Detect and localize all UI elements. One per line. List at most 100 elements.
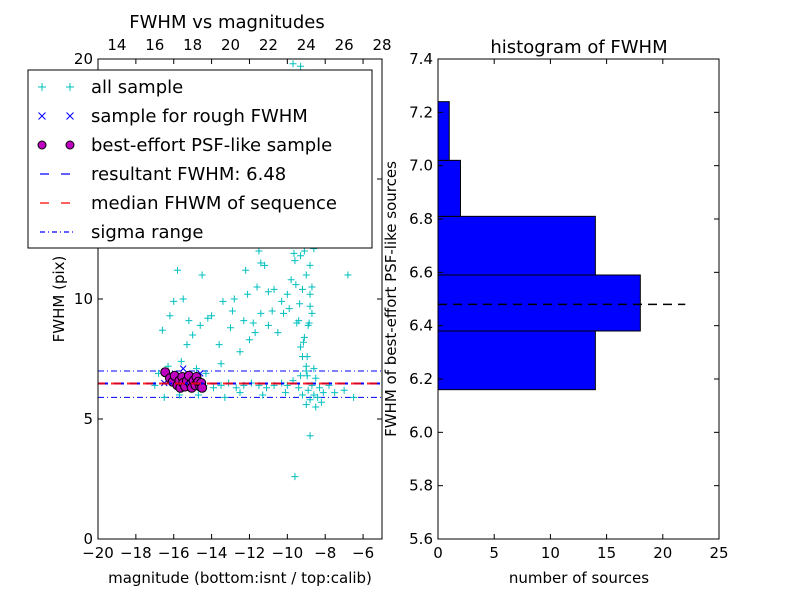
right-y-tick-label: 7.0 bbox=[409, 157, 433, 175]
all-sample-point bbox=[293, 319, 301, 327]
right-y-tick-label: 6.6 bbox=[409, 263, 433, 281]
all-sample-point bbox=[257, 309, 265, 317]
all-sample-point bbox=[285, 305, 293, 313]
all-sample-point bbox=[350, 393, 358, 401]
all-sample-point bbox=[312, 403, 320, 411]
all-sample-point bbox=[264, 321, 272, 329]
all-sample-point bbox=[296, 300, 304, 308]
right-x-tick-label: 5 bbox=[489, 544, 499, 562]
right-y-tick-label: 6.0 bbox=[409, 423, 433, 441]
right-x-axis-label: number of sources bbox=[509, 569, 649, 587]
all-sample-point bbox=[308, 309, 316, 317]
all-sample-point bbox=[300, 247, 308, 255]
legend-circle-marker bbox=[37, 140, 47, 150]
legend-circle-marker bbox=[65, 140, 75, 150]
all-sample-point bbox=[302, 271, 310, 279]
all-sample-point bbox=[268, 307, 276, 315]
all-sample-point bbox=[310, 365, 318, 373]
all-sample-point bbox=[208, 312, 216, 320]
all-sample-point bbox=[302, 367, 310, 375]
left-x-axis-label: magnitude (bottom:isnt / top:calib) bbox=[108, 569, 372, 587]
all-sample-point bbox=[179, 295, 187, 303]
legend-plus-marker bbox=[38, 83, 46, 91]
all-sample-point bbox=[196, 321, 204, 329]
right-y-tick-label: 5.8 bbox=[409, 477, 433, 495]
all-sample-point bbox=[302, 401, 310, 409]
left-y-tick-label: 20 bbox=[74, 50, 93, 68]
all-sample-point bbox=[299, 338, 307, 346]
all-sample-point bbox=[232, 384, 240, 392]
legend-entry: median FHWM of sequence bbox=[40, 193, 337, 214]
left-top-tick-label: 24 bbox=[297, 36, 316, 54]
all-sample-point bbox=[331, 389, 339, 397]
histogram-bar bbox=[437, 215, 596, 276]
legend-x-marker bbox=[38, 112, 46, 120]
all-sample-point bbox=[340, 386, 348, 394]
all-sample-point bbox=[291, 473, 299, 481]
right-y-axis-label: FWHM of best-effort PSF-like sources bbox=[382, 161, 400, 437]
all-sample-point bbox=[259, 391, 267, 399]
all-sample-point bbox=[304, 386, 312, 394]
all-sample-point bbox=[344, 271, 352, 279]
legend-entry: all sample bbox=[38, 77, 183, 98]
right-y-tick-label: 6.2 bbox=[409, 370, 433, 388]
right-x-tick-label: 25 bbox=[709, 544, 728, 562]
legend-entry: resultant FWHM: 6.48 bbox=[40, 164, 286, 185]
all-sample-point bbox=[303, 353, 311, 361]
right-chart-title: histogram of FWHM bbox=[490, 37, 667, 58]
all-sample-point bbox=[283, 290, 291, 298]
left-top-tick-label: 18 bbox=[183, 36, 202, 54]
all-sample-point bbox=[198, 271, 206, 279]
all-sample-point bbox=[253, 283, 261, 291]
all-sample-point bbox=[255, 247, 263, 255]
histogram-bar bbox=[437, 101, 450, 161]
all-sample-point bbox=[306, 432, 314, 440]
fwhm-histogram-panel: histogram of FWHM 0 5 10 15 20 25 5.6 5.8 6.0 6.2… bbox=[382, 37, 729, 587]
all-sample-point bbox=[242, 266, 250, 274]
legend-entry: best-effort PSF-like sample bbox=[37, 135, 332, 156]
left-top-tick-label: 14 bbox=[107, 36, 126, 54]
legend-label: sample for rough FWHM bbox=[91, 106, 308, 127]
right-y-tick-label: 6.4 bbox=[409, 317, 433, 335]
left-top-tick-label: 26 bbox=[335, 36, 354, 54]
all-sample-point bbox=[314, 393, 322, 401]
all-sample-point bbox=[209, 384, 217, 392]
right-y-tick-label: 7.2 bbox=[409, 103, 433, 121]
all-sample-point bbox=[166, 312, 174, 320]
left-x-tick-label: −16 bbox=[158, 544, 190, 562]
left-y-tick-label: 5 bbox=[83, 410, 93, 428]
all-sample-point bbox=[261, 261, 269, 269]
right-plot-data bbox=[437, 101, 686, 391]
left-top-tick-label: 22 bbox=[259, 36, 278, 54]
histogram-bar bbox=[437, 330, 596, 391]
histogram-bar bbox=[437, 159, 461, 217]
all-sample-point bbox=[194, 391, 202, 399]
right-y-tick-label: 7.4 bbox=[409, 50, 433, 68]
all-sample-point bbox=[317, 398, 325, 406]
all-sample-point bbox=[240, 317, 248, 325]
all-sample-point bbox=[236, 348, 244, 356]
all-sample-point bbox=[170, 297, 178, 305]
left-x-tick-label: −8 bbox=[314, 544, 336, 562]
legend-x-marker bbox=[66, 112, 74, 120]
all-sample-point bbox=[298, 391, 306, 399]
all-sample-point bbox=[217, 360, 225, 368]
left-x-tick-label: −10 bbox=[272, 544, 304, 562]
all-sample-point bbox=[312, 374, 320, 382]
left-x-tick-label: −6 bbox=[352, 544, 374, 562]
left-top-tick-label: 16 bbox=[145, 36, 164, 54]
right-y-tick-label: 6.8 bbox=[409, 210, 433, 228]
all-sample-point bbox=[298, 285, 306, 293]
left-x-tick-label: −18 bbox=[120, 544, 152, 562]
all-sample-point bbox=[303, 372, 311, 380]
all-sample-point bbox=[290, 249, 298, 257]
all-sample-point bbox=[281, 389, 289, 397]
all-sample-point bbox=[280, 309, 288, 317]
all-sample-point bbox=[287, 276, 295, 284]
all-sample-point bbox=[297, 343, 305, 351]
right-x-tick-label: 20 bbox=[653, 544, 672, 562]
left-x-tick-label: −12 bbox=[234, 544, 266, 562]
all-sample-point bbox=[319, 389, 327, 397]
all-sample-point bbox=[289, 60, 297, 68]
